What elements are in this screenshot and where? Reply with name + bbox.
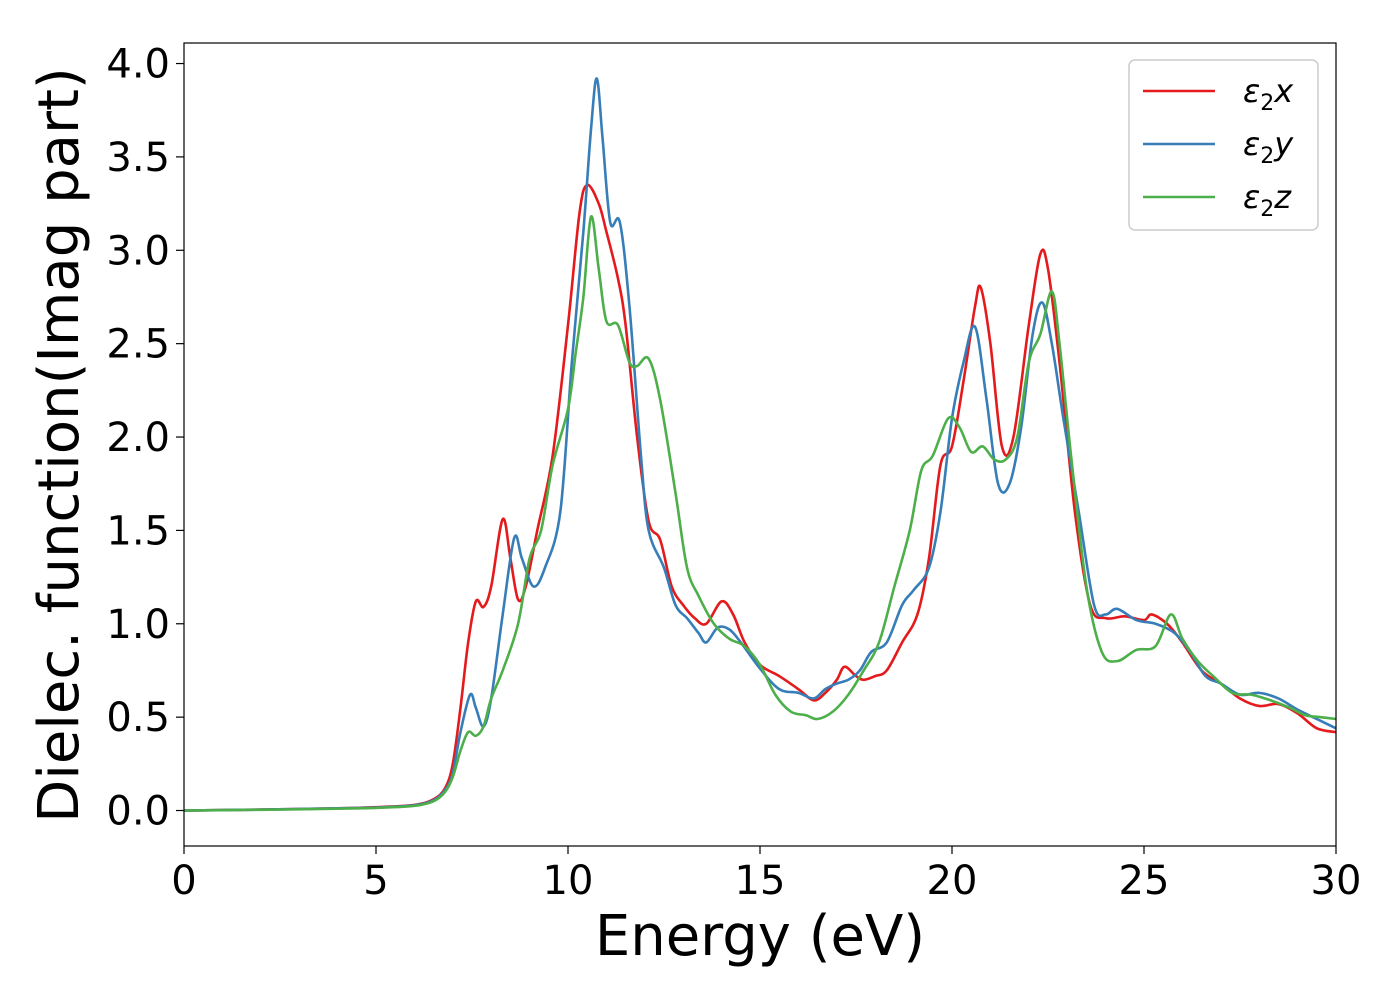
y-tick-label: 0.0 (106, 789, 170, 835)
legend-label-subscript: 2 (1260, 91, 1274, 116)
legend-label-z: ε2z (1243, 178, 1292, 222)
y-axis: 0.0 0.5 1.0 1.5 2.0 2.5 3.0 3.5 4.0 (106, 42, 184, 835)
series-group (184, 77, 1336, 812)
y-tick-label: 3.5 (106, 135, 170, 181)
x-tick-label: 20 (927, 858, 978, 904)
legend-label-subscript: 2 (1260, 144, 1274, 169)
x-tick-label: 25 (1119, 858, 1170, 904)
legend-label-subscript: 2 (1260, 197, 1274, 222)
y-tick-label: 1.5 (106, 508, 170, 554)
y-tick-label: 2.0 (106, 415, 170, 461)
legend-label-base: ε (1243, 178, 1260, 216)
legend-box (1128, 59, 1319, 231)
x-axis: 0 5 10 15 20 25 30 (171, 846, 1361, 904)
y-axis-title: Dielec. function(Imag part) (27, 67, 92, 823)
legend-label-tail: x (1273, 72, 1294, 110)
legend-label-base: ε (1243, 125, 1260, 163)
legend-label-y: ε2y (1243, 125, 1294, 169)
y-tick-label: 4.0 (106, 42, 170, 88)
legend-label-tail: y (1273, 125, 1294, 163)
y-tick-label: 1.0 (106, 602, 170, 648)
legend-label-base: ε (1243, 72, 1260, 110)
x-tick-label: 15 (735, 858, 786, 904)
legend-label-x: ε2x (1243, 72, 1294, 116)
x-tick-label: 30 (1311, 858, 1362, 904)
y-tick-label: 3.0 (106, 228, 170, 274)
legend-label-tail: z (1273, 178, 1292, 216)
x-tick-label: 0 (171, 858, 196, 904)
y-tick-label: 0.5 (106, 695, 170, 741)
series-line-z (184, 215, 1336, 812)
series-line-y (184, 77, 1336, 812)
x-tick-label: 10 (543, 858, 594, 904)
x-tick-label: 5 (363, 858, 388, 904)
x-axis-title: Energy (eV) (595, 904, 925, 969)
y-tick-label: 2.5 (106, 322, 170, 368)
